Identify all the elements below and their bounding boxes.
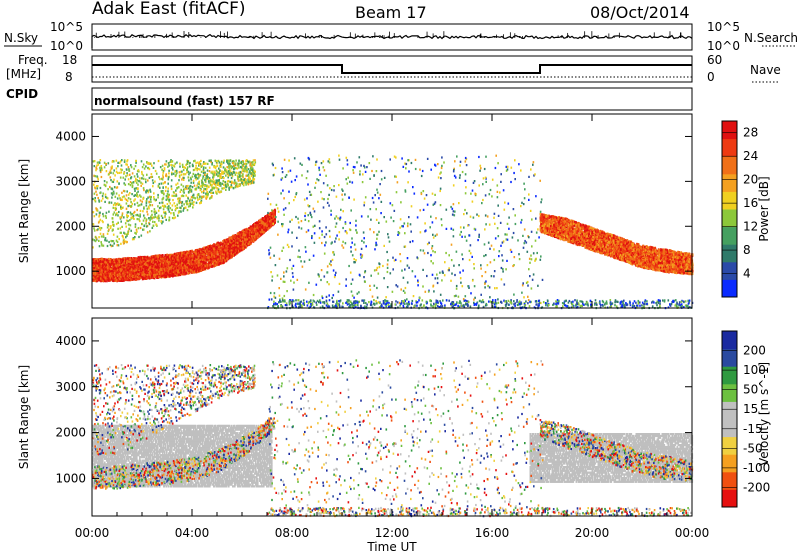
sky-tick-bottom: 10^0 — [50, 39, 83, 53]
site-title: Adak East (fitACF) — [92, 0, 246, 19]
sky-noise-line — [92, 35, 692, 48]
range-cell — [100, 267, 102, 269]
range-cell — [192, 251, 194, 253]
nave-tick-top: 60 — [707, 53, 722, 67]
search-tick-bottom: 10^0 — [707, 39, 740, 53]
range-cell — [126, 257, 128, 259]
cpid-program: normalsound (fast) 157 RF — [94, 94, 275, 108]
range-cell — [146, 267, 148, 269]
radar-summary-plot: Adak East (fitACF) Beam 17 08/Oct/2014 N… — [0, 0, 800, 554]
freq-tick-bottom: 8 — [65, 70, 73, 84]
search-tick-top: 10^5 — [707, 20, 740, 34]
power-scatter — [92, 155, 694, 310]
nave-tick-bottom: 0 — [707, 70, 715, 84]
frequency-panel: Freq. [MHz] 18 8 Nave 60 0 — [6, 53, 781, 84]
beam-title: Beam 17 — [355, 3, 427, 22]
search-label: N.Search — [744, 31, 798, 45]
sky-tick-top: 10^5 — [50, 20, 83, 34]
nave-label: Nave — [750, 63, 781, 77]
frequency-trace — [92, 65, 692, 73]
range-cell — [213, 259, 215, 261]
sky-label: N.Sky — [4, 31, 38, 45]
freq-label-2: [MHz] — [6, 67, 41, 81]
cpid-label: CPID — [6, 87, 38, 101]
date-title: 08/Oct/2014 — [590, 3, 690, 22]
freq-tick-top: 18 — [62, 53, 77, 67]
range-cell — [205, 256, 207, 258]
freq-label-1: Freq. — [18, 53, 48, 67]
sky-noise-panel: N.Sky 10^5 10^0 N.Search 10^5 10^0 — [4, 20, 798, 53]
sky-noise-trace — [92, 31, 692, 48]
range-cell — [193, 251, 195, 253]
range-cell — [220, 260, 222, 262]
